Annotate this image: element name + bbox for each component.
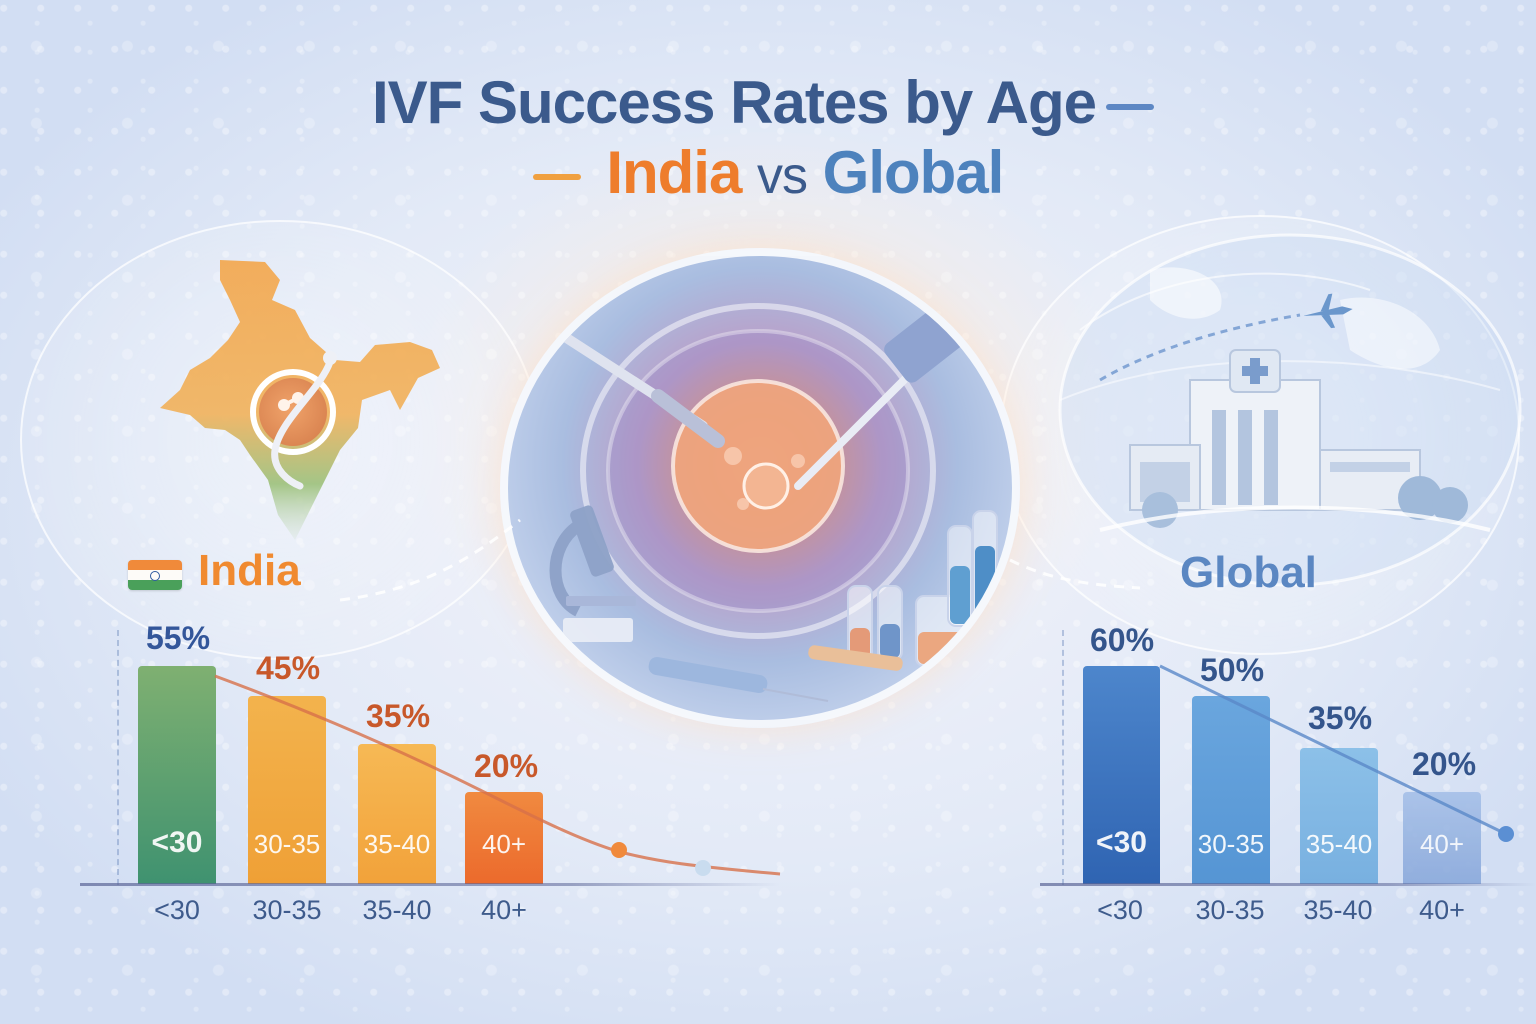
title-india: India	[606, 139, 742, 206]
bar-inner-label: 30-35	[1197, 829, 1265, 859]
value-label: 55%	[145, 620, 211, 656]
value-label: 35%	[1307, 700, 1373, 736]
x-tick-label: 35-40	[1303, 895, 1373, 925]
global-trend-line	[1159, 664, 1514, 842]
title-text: IVF Success Rates by Age	[371, 69, 1097, 136]
trend-point	[1498, 826, 1514, 842]
title-dash-decoration	[532, 174, 581, 181]
dashed-guide-line	[117, 630, 119, 885]
bar-35-40: 35-40	[358, 744, 436, 884]
bar-inner-label: <30	[1096, 826, 1147, 859]
title-dash-decoration	[1106, 104, 1155, 111]
dashed-guide-line	[1062, 630, 1064, 885]
bar-30-35: 30-35	[248, 696, 326, 884]
india-trend-line	[214, 674, 781, 876]
value-label: 35%	[365, 698, 431, 734]
bar-inner-label: 40+	[1419, 829, 1465, 859]
bar-under-30: <30	[138, 666, 216, 884]
global-bar-chart: 60% <30 50% 30-35 35% 35-40 20% 40+ <30 …	[1040, 600, 1536, 930]
x-tick-label: 40+	[481, 895, 527, 925]
x-axis	[80, 883, 780, 886]
value-label: 20%	[1411, 746, 1477, 782]
syringe-icon	[648, 645, 903, 702]
bar-inner-label: 40+	[481, 829, 527, 859]
global-label: Global	[1180, 548, 1317, 597]
value-label: 45%	[255, 650, 321, 686]
page-title-line-1: IVF Success Rates by Age	[0, 68, 1536, 137]
hospital-icon	[1129, 349, 1468, 528]
bar-40-plus: 40+	[465, 792, 543, 884]
x-tick-label: 40+	[1419, 895, 1465, 925]
x-tick-label: <30	[154, 895, 200, 925]
airplane-icon	[1303, 293, 1353, 329]
bar-inner-label: 35-40	[363, 829, 431, 859]
x-tick-label: 30-35	[1195, 895, 1265, 925]
bar-inner-label: <30	[151, 826, 203, 859]
value-label: 20%	[473, 748, 539, 784]
bar-under-30: <30	[1083, 666, 1160, 884]
bar-35-40: 35-40	[1300, 748, 1378, 884]
bar-inner-label: 30-35	[253, 829, 321, 859]
x-tick-label: 35-40	[362, 895, 432, 925]
trend-point	[695, 860, 711, 876]
bar-40-plus: 40+	[1403, 792, 1481, 884]
india-bar-chart: 55% <30 45% 30-35 35% 35-40 20% 40+ <30 …	[80, 600, 781, 930]
india-label: India	[198, 546, 301, 595]
page-title-line-2: India vs Global	[0, 138, 1536, 207]
test-tubes-icon	[847, 510, 998, 667]
bar-inner-label: 35-40	[1305, 829, 1373, 859]
bar-30-35: 30-35	[1192, 696, 1270, 884]
x-tick-label: <30	[1097, 895, 1143, 925]
trend-point	[611, 842, 627, 858]
x-tick-label: 30-35	[252, 895, 322, 925]
value-label: 50%	[1199, 652, 1265, 688]
x-axis	[1040, 883, 1536, 886]
title-global: Global	[822, 139, 1005, 206]
ivf-lab-illustration	[500, 248, 1020, 728]
flight-path	[1099, 313, 1301, 382]
microscope-icon	[549, 505, 636, 642]
title-vs: vs	[757, 147, 808, 205]
value-label: 60%	[1089, 622, 1155, 658]
india-flag-icon	[128, 560, 182, 590]
india-map-illustration	[150, 250, 470, 550]
micro-needle	[794, 372, 912, 490]
global-illustration	[1040, 230, 1522, 587]
